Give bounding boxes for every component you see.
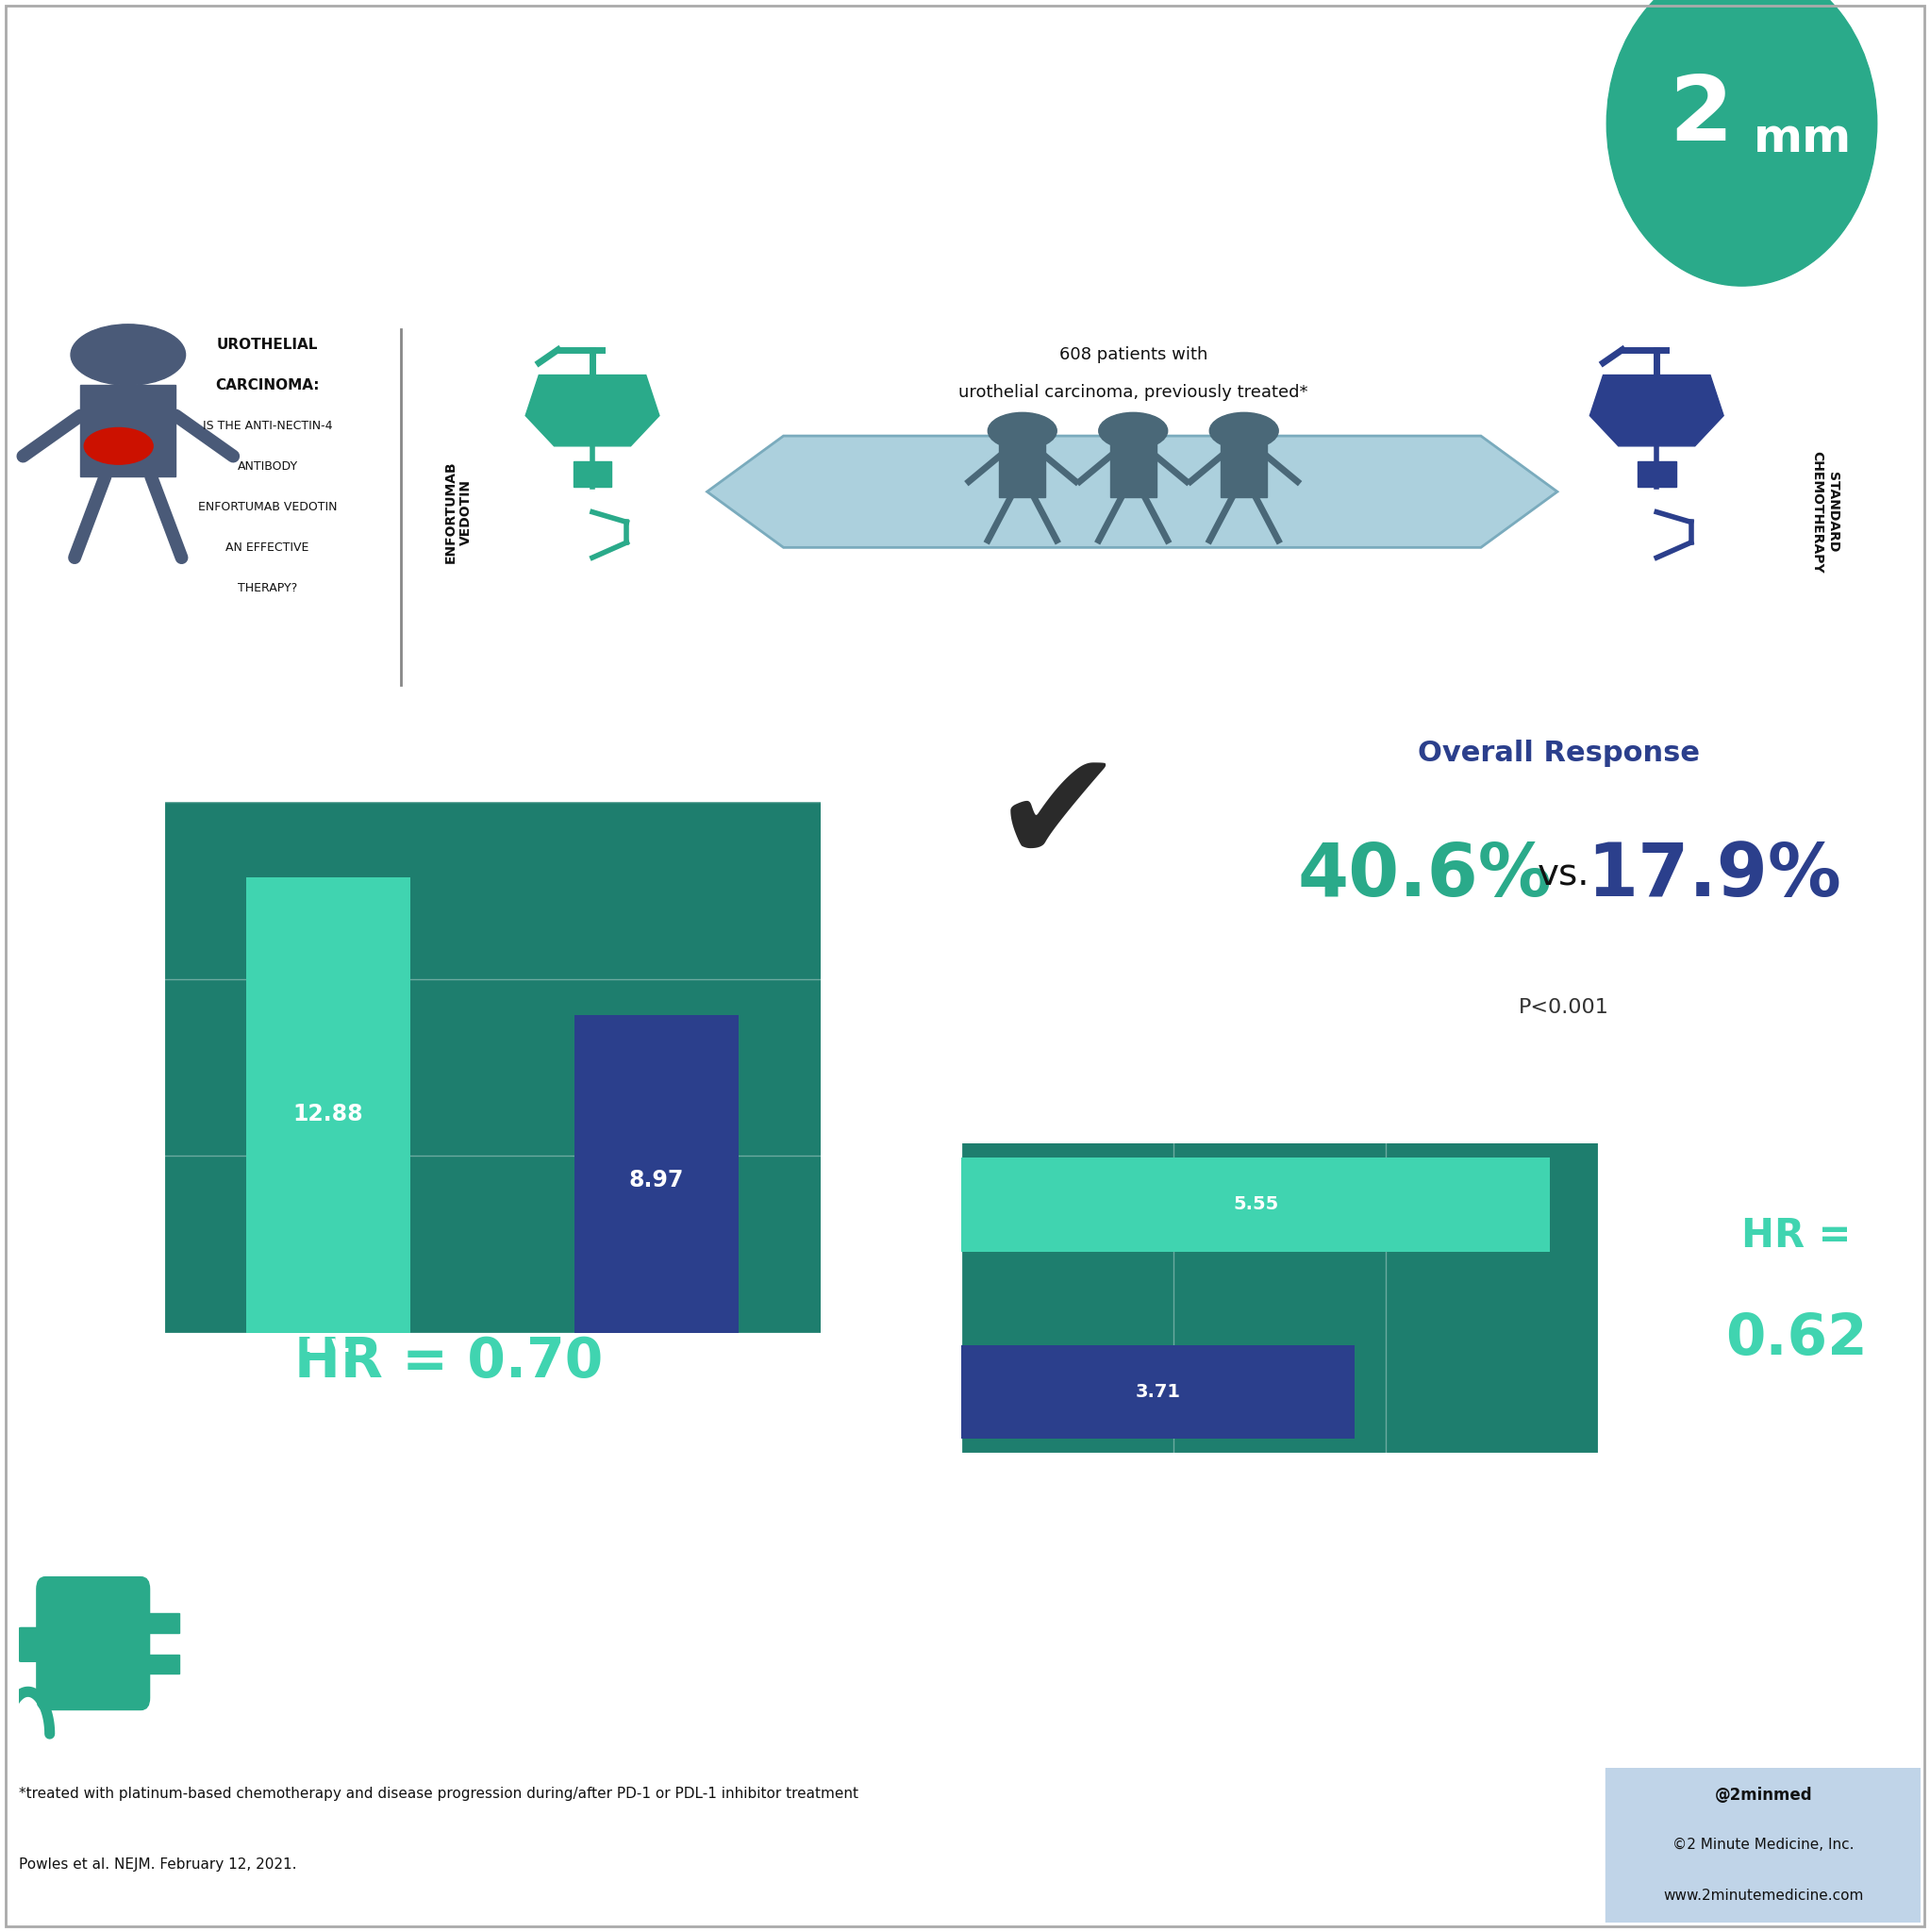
Text: Overall Survival: Overall Survival bbox=[332, 806, 565, 833]
Text: PRIMARY ENDPOINT:: PRIMARY ENDPOINT: bbox=[282, 759, 616, 786]
Text: *treated with platinum-based chemotherapy and disease progression during/after P: *treated with platinum-based chemotherap… bbox=[19, 1787, 859, 1801]
Text: ENFORTUMAB VEDOTIN: ENFORTUMAB VEDOTIN bbox=[199, 500, 338, 514]
Text: treated advanced urothelial carcinoma: treated advanced urothelial carcinoma bbox=[48, 199, 1197, 251]
Ellipse shape bbox=[1606, 0, 1876, 286]
Text: 17.9%: 17.9% bbox=[1586, 838, 1841, 912]
Text: urothelial carcinoma, previously treated*: urothelial carcinoma, previously treated… bbox=[959, 384, 1309, 400]
Circle shape bbox=[71, 325, 185, 384]
Text: 12.88: 12.88 bbox=[293, 1103, 363, 1126]
Bar bbox=[141, 1613, 179, 1633]
Text: vs.: vs. bbox=[1538, 858, 1590, 893]
X-axis label: Median Survival (months): Median Survival (months) bbox=[1187, 1480, 1372, 1493]
Circle shape bbox=[1098, 413, 1168, 448]
Text: TM: TM bbox=[1847, 6, 1866, 17]
Text: ©2 Minute Medicine, Inc.: ©2 Minute Medicine, Inc. bbox=[1673, 1837, 1855, 1851]
FancyBboxPatch shape bbox=[17, 1627, 48, 1662]
Bar bbox=[961, 1157, 1550, 1252]
Text: mm: mm bbox=[1754, 116, 1851, 162]
Text: For death: For death bbox=[400, 1414, 498, 1434]
Text: AN EFFECTIVE: AN EFFECTIVE bbox=[226, 541, 309, 554]
Circle shape bbox=[85, 427, 152, 464]
Text: CARCINOMA:: CARCINOMA: bbox=[216, 379, 320, 392]
Text: Progression-Free Survival: Progression-Free Survival bbox=[1141, 1124, 1523, 1151]
Text: HR =: HR = bbox=[1741, 1215, 1851, 1256]
Bar bbox=[141, 1654, 179, 1673]
Bar bbox=[1606, 1768, 1920, 1922]
Text: ENFORTUMAB
VEDOTIN: ENFORTUMAB VEDOTIN bbox=[444, 460, 473, 564]
Text: ✔: ✔ bbox=[992, 742, 1123, 896]
Text: 0.62: 0.62 bbox=[1725, 1312, 1868, 1366]
Bar bbox=[575, 1016, 737, 1333]
Circle shape bbox=[988, 413, 1058, 448]
Text: 5.55: 5.55 bbox=[1233, 1196, 1278, 1213]
Text: ANTIBODY: ANTIBODY bbox=[237, 460, 297, 473]
Bar bbox=[1000, 440, 1046, 497]
Text: P<0.001: P<0.001 bbox=[1519, 997, 1610, 1016]
Text: UROTHELIAL: UROTHELIAL bbox=[216, 338, 318, 352]
Polygon shape bbox=[525, 375, 660, 446]
Text: Powles et al. NEJM. February 12, 2021.: Powles et al. NEJM. February 12, 2021. bbox=[19, 1857, 297, 1872]
Text: 40.6%: 40.6% bbox=[1297, 838, 1552, 912]
Text: Enfortumab vedotin prolongs survival in previously: Enfortumab vedotin prolongs survival in … bbox=[48, 83, 1565, 135]
Text: (95% CI 0.56 to 0.89, p=0.001): (95% CI 0.56 to 0.89, p=0.001) bbox=[326, 1463, 571, 1478]
Y-axis label: Median Survival
(months): Median Survival (months) bbox=[100, 1010, 131, 1124]
Text: IS THE ANTI-NECTIN-4: IS THE ANTI-NECTIN-4 bbox=[203, 419, 332, 433]
Text: Enfortumab vedotin improved overall survival when
compared to chemotherapy in pa: Enfortumab vedotin improved overall surv… bbox=[616, 1578, 1505, 1669]
Polygon shape bbox=[706, 437, 1558, 547]
Text: THERAPY?: THERAPY? bbox=[237, 582, 297, 595]
Bar bbox=[1222, 440, 1266, 497]
Bar bbox=[1110, 440, 1156, 497]
Text: 608 patients with: 608 patients with bbox=[1060, 346, 1208, 363]
Text: HR = 0.70: HR = 0.70 bbox=[295, 1335, 602, 1389]
Bar bbox=[247, 877, 411, 1333]
Text: 3.71: 3.71 bbox=[1135, 1383, 1181, 1401]
Text: 8.97: 8.97 bbox=[629, 1169, 683, 1192]
Text: STANDARD
CHEMOTHERAPY: STANDARD CHEMOTHERAPY bbox=[1810, 450, 1839, 574]
Ellipse shape bbox=[1592, 0, 1891, 301]
Text: @2minmed: @2minmed bbox=[1714, 1787, 1812, 1803]
Bar bbox=[573, 462, 612, 487]
Text: www.2minutemedicine.com: www.2minutemedicine.com bbox=[1664, 1888, 1864, 1903]
Text: 2: 2 bbox=[1669, 71, 1733, 160]
Text: P<0.001: P<0.001 bbox=[1754, 1441, 1839, 1459]
Bar bbox=[961, 1345, 1355, 1439]
Polygon shape bbox=[1590, 375, 1723, 446]
Circle shape bbox=[1210, 413, 1278, 448]
Bar bbox=[1637, 462, 1675, 487]
FancyBboxPatch shape bbox=[37, 1577, 151, 1710]
Text: Overall Response: Overall Response bbox=[1419, 740, 1700, 767]
Bar bbox=[81, 384, 176, 477]
